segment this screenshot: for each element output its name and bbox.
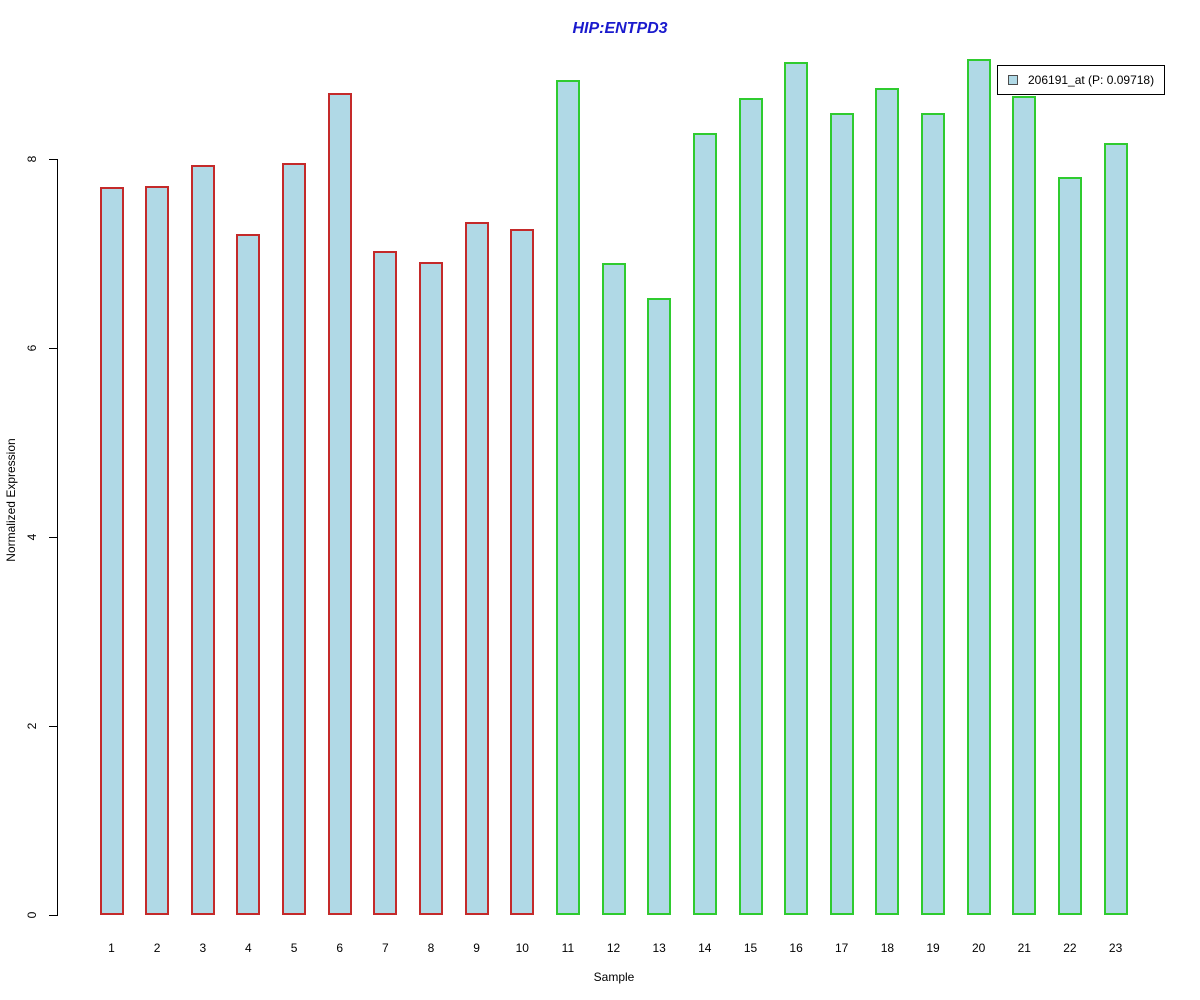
y-axis-tick <box>49 159 57 160</box>
x-axis-tick-label: 14 <box>698 941 712 955</box>
x-axis-tick-label: 17 <box>835 941 849 955</box>
x-axis-tick-label: 20 <box>972 941 986 955</box>
bar-sample-5 <box>282 163 307 915</box>
bar-sample-9 <box>464 222 489 915</box>
bar-sample-1 <box>99 187 124 915</box>
y-axis-tick <box>49 537 57 538</box>
bar-sample-7 <box>373 251 398 915</box>
y-axis-tick <box>49 915 57 916</box>
x-axis-tick-label: 15 <box>743 941 758 955</box>
legend-label: 206191_at (P: 0.09718) <box>1028 73 1155 87</box>
x-axis-tick-label: 3 <box>199 941 207 955</box>
x-axis-tick-label: 8 <box>427 941 435 955</box>
x-axis-tick-label: 6 <box>336 941 344 955</box>
y-axis-tick-label: 0 <box>25 911 39 919</box>
bar-sample-3 <box>190 165 215 915</box>
chart-title: HIP:ENTPD3 <box>572 20 668 37</box>
bar-sample-15 <box>738 98 763 915</box>
bar-sample-16 <box>784 62 809 915</box>
x-axis-title: Sample <box>593 970 635 984</box>
bar-sample-4 <box>236 234 261 915</box>
x-axis-tick-label: 16 <box>789 941 803 955</box>
x-axis-tick-label: 22 <box>1063 941 1077 955</box>
bar-sample-19 <box>921 113 945 915</box>
x-axis-tick-label: 13 <box>652 941 666 955</box>
y-axis-title: Normalized Expression <box>4 438 18 562</box>
bar-sample-17 <box>829 113 854 915</box>
x-axis-tick-label: 11 <box>561 941 575 955</box>
bar-sample-11 <box>555 80 580 915</box>
x-axis-tick-label: 7 <box>381 941 389 955</box>
x-axis-tick-label: 9 <box>473 941 480 955</box>
bar-sample-2 <box>145 186 170 915</box>
x-axis-tick-label: 5 <box>290 941 298 955</box>
bar-sample-6 <box>327 93 352 915</box>
y-axis-tick-label: 2 <box>25 722 39 730</box>
bar-sample-22 <box>1057 177 1082 915</box>
bar-sample-23 <box>1103 143 1128 915</box>
bar-sample-12 <box>601 263 626 915</box>
bar-sample-18 <box>875 88 900 915</box>
x-axis-tick-label: 19 <box>926 941 940 955</box>
x-axis-tick-label: 23 <box>1108 941 1123 955</box>
y-axis-tick-label: 4 <box>25 533 39 541</box>
x-axis-tick-label: 18 <box>880 941 895 955</box>
bar-sample-10 <box>510 229 535 915</box>
legend-box: 206191_at (P: 0.09718) <box>997 65 1165 95</box>
bar-sample-13 <box>647 298 672 915</box>
y-axis-tick-label: 6 <box>25 344 39 352</box>
x-axis-tick-label: 1 <box>108 941 115 955</box>
y-axis-tick <box>49 348 57 349</box>
x-axis-tick-label: 12 <box>606 941 621 955</box>
y-axis-tick <box>49 726 57 727</box>
bar-sample-8 <box>419 262 443 915</box>
x-axis-tick-label: 21 <box>1017 941 1031 955</box>
y-axis-line <box>57 159 58 916</box>
x-axis-tick-label: 2 <box>153 941 161 955</box>
y-axis-tick-label: 8 <box>25 155 39 163</box>
x-axis-tick-label: 10 <box>515 941 529 955</box>
legend-swatch-icon <box>1008 75 1018 85</box>
bar-sample-20 <box>966 59 991 915</box>
x-axis-tick-label: 4 <box>245 941 252 955</box>
bar-sample-21 <box>1012 96 1037 915</box>
bar-sample-14 <box>692 133 717 915</box>
